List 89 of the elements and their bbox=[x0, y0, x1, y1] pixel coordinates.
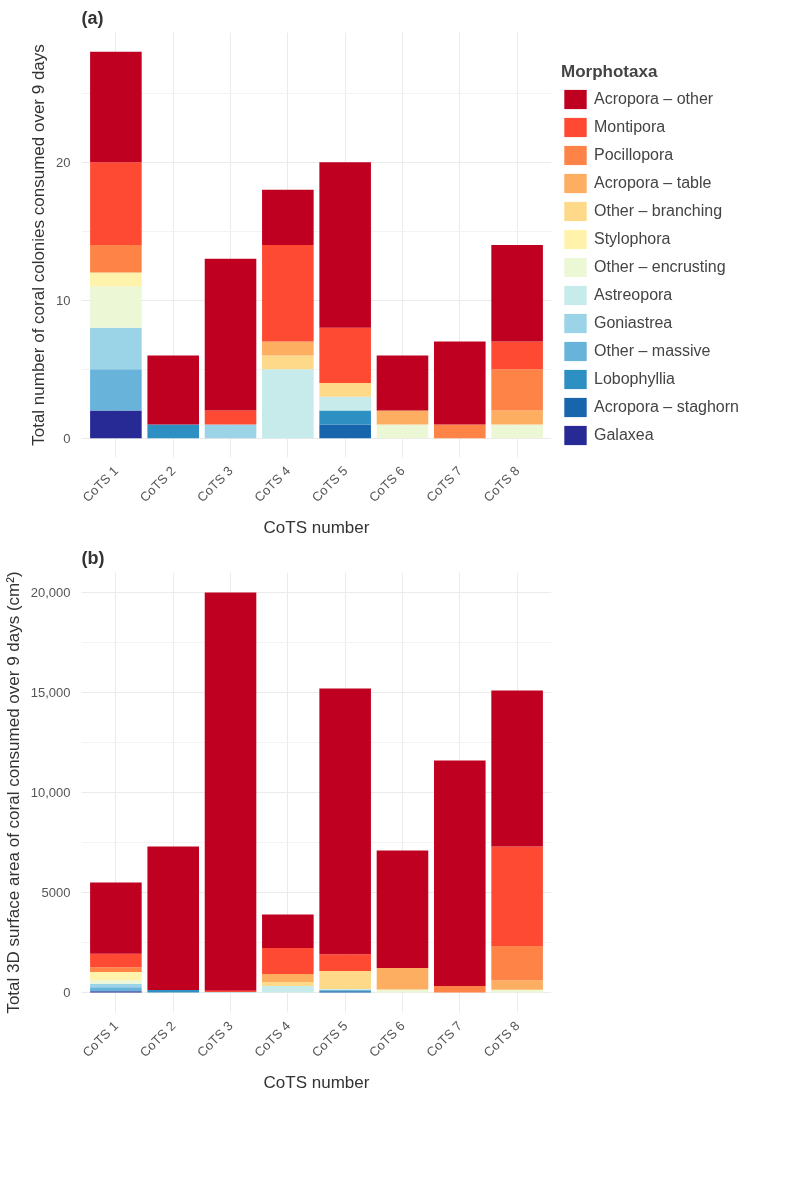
y-axis-title: Total 3D surface area of coral consumed over 9 days (cm²) bbox=[3, 571, 23, 1014]
bar bbox=[319, 970, 371, 989]
bar bbox=[90, 272, 142, 287]
bar bbox=[262, 341, 314, 356]
bar bbox=[90, 162, 142, 245]
bar bbox=[90, 971, 142, 981]
bar bbox=[376, 424, 429, 439]
bar bbox=[147, 990, 199, 993]
bar bbox=[491, 341, 543, 370]
bar bbox=[262, 947, 314, 975]
bar bbox=[376, 968, 429, 990]
bar bbox=[204, 258, 257, 411]
legend-label: Montipora bbox=[594, 118, 666, 136]
x-axis-title: CoTS number bbox=[263, 518, 370, 538]
bar bbox=[90, 967, 142, 972]
legend-label: Stylophora bbox=[594, 230, 671, 248]
bar bbox=[90, 286, 142, 328]
bar bbox=[319, 327, 371, 383]
bar bbox=[491, 424, 543, 439]
bar bbox=[434, 760, 486, 987]
bar bbox=[90, 953, 142, 968]
y-tick-label: 20,000 bbox=[30, 585, 71, 600]
bar bbox=[434, 341, 486, 425]
bar bbox=[376, 989, 429, 993]
bar bbox=[319, 382, 371, 397]
bar bbox=[147, 846, 199, 991]
bar bbox=[319, 954, 371, 971]
legend-title: Morphotaxa bbox=[561, 62, 659, 82]
bar bbox=[319, 162, 371, 328]
bar bbox=[491, 410, 543, 425]
chart-title: (b) bbox=[81, 547, 105, 568]
legend-label: Acropora – staghorn bbox=[594, 398, 739, 416]
y-tick-label: 5000 bbox=[41, 885, 71, 900]
bar bbox=[319, 424, 371, 439]
bar bbox=[491, 245, 543, 342]
bar bbox=[491, 369, 543, 411]
bar bbox=[491, 846, 543, 946]
bar bbox=[90, 882, 142, 954]
legend-label: Other – massive bbox=[594, 342, 711, 360]
y-tick-label: 0 bbox=[63, 985, 71, 1000]
legend-label: Other – branching bbox=[594, 202, 723, 220]
bar bbox=[434, 986, 486, 993]
bar bbox=[434, 424, 486, 439]
y-tick-label: 20 bbox=[56, 154, 71, 170]
bar bbox=[376, 355, 429, 411]
bar bbox=[262, 189, 314, 245]
bar bbox=[90, 410, 142, 439]
y-tick-label: 0 bbox=[63, 430, 71, 446]
bar bbox=[376, 410, 429, 425]
bar bbox=[90, 369, 142, 411]
bar bbox=[204, 410, 257, 425]
legend-label: Pocillopora bbox=[594, 146, 674, 164]
bar bbox=[90, 987, 142, 992]
chart-title: (a) bbox=[81, 7, 104, 28]
bar bbox=[204, 424, 257, 439]
bar bbox=[319, 396, 371, 411]
bar bbox=[262, 355, 314, 370]
bar bbox=[147, 355, 199, 425]
bar bbox=[262, 974, 314, 983]
legend-label: Goniastrea bbox=[594, 314, 673, 332]
bar bbox=[147, 424, 199, 439]
bar bbox=[491, 945, 543, 981]
legend-label: Acropora – other bbox=[594, 90, 714, 108]
legend-label: Lobophyllia bbox=[594, 370, 675, 388]
bar bbox=[262, 986, 314, 993]
legend-label: Acropora – table bbox=[594, 174, 712, 192]
bar bbox=[90, 51, 142, 163]
bar bbox=[491, 690, 543, 847]
bar bbox=[262, 914, 314, 948]
legend-label: Other – encrusting bbox=[594, 258, 726, 276]
bar bbox=[491, 980, 543, 990]
x-axis-title: CoTS number bbox=[263, 1073, 370, 1093]
bar bbox=[376, 850, 429, 969]
y-tick-label: 10,000 bbox=[30, 785, 71, 800]
y-axis-title: Total number of coral colonies consumed over 9 days bbox=[29, 44, 49, 446]
y-tick-label: 10 bbox=[56, 292, 71, 308]
legend-label: Galaxea bbox=[594, 426, 654, 444]
bar bbox=[319, 688, 371, 955]
bar bbox=[262, 369, 314, 439]
bar bbox=[90, 980, 142, 984]
legend-label: Astreopora bbox=[594, 286, 673, 304]
bar bbox=[319, 410, 371, 425]
bar bbox=[90, 327, 142, 370]
bar bbox=[491, 989, 543, 993]
bar bbox=[90, 245, 142, 273]
bar bbox=[262, 245, 314, 342]
bar bbox=[204, 592, 257, 991]
bar bbox=[262, 982, 314, 987]
y-tick-label: 15,000 bbox=[30, 685, 71, 700]
